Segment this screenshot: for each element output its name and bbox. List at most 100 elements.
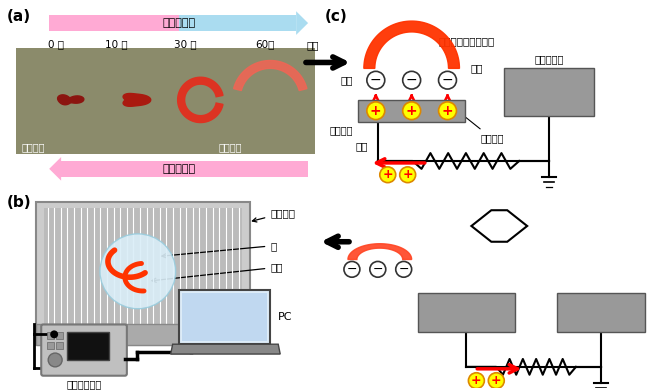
Bar [117,208,123,323]
Polygon shape [296,11,308,35]
Text: 櫛歯電極: 櫛歯電極 [461,113,504,143]
Circle shape [367,71,385,89]
Bar [130,208,137,323]
Text: −: − [346,263,357,276]
Bar [48,332,54,339]
Bar [216,208,222,323]
Bar [137,208,143,323]
Bar [163,208,170,323]
Circle shape [403,102,420,120]
Text: 櫛歯電極: 櫛歯電極 [252,208,295,222]
Circle shape [48,353,62,367]
Text: −: − [370,73,381,87]
Polygon shape [57,95,84,105]
Circle shape [50,330,58,338]
Text: −: − [372,263,383,276]
Circle shape [469,373,484,388]
Text: +: + [403,168,413,181]
Bar [229,208,236,323]
Bar [84,208,90,323]
Bar [56,342,63,349]
Text: +: + [442,104,453,118]
Bar [90,208,97,323]
Bar [123,208,130,323]
Polygon shape [471,210,527,242]
Text: +: + [370,104,381,118]
Bar [236,208,242,323]
Text: 乾眠状態: 乾眠状態 [21,142,45,152]
Text: 覚醒状態: 覚醒状態 [218,142,242,152]
Text: 対向電極: 対向電極 [329,125,353,136]
Bar [77,208,84,323]
Bar [16,48,315,154]
Bar [64,208,71,323]
Text: (a): (a) [7,9,30,24]
Text: +: + [491,374,502,387]
Bar [196,208,203,323]
Text: (c): (c) [325,9,348,24]
Polygon shape [61,161,308,177]
Polygon shape [364,21,459,68]
Bar [222,208,229,323]
Polygon shape [348,244,412,260]
Text: 電荷: 電荷 [341,75,353,85]
Circle shape [438,102,457,120]
Text: +: + [382,168,393,181]
Text: +: + [471,374,482,387]
Text: 電流: 電流 [355,141,368,151]
Bar [57,208,64,323]
Circle shape [367,102,385,120]
Bar [56,332,63,339]
Bar [71,208,77,323]
Circle shape [344,261,360,277]
Polygon shape [50,15,179,31]
Bar [104,208,110,323]
Bar [176,208,183,323]
Polygon shape [123,93,150,106]
Text: −: − [399,263,409,276]
Circle shape [403,71,420,89]
Bar [97,208,104,323]
Bar [179,290,270,344]
Bar [504,68,594,116]
Text: ネムリユスリカ幼虫: ネムリユスリカ幼虫 [438,36,494,46]
Polygon shape [234,60,307,91]
Text: 電場: 電場 [471,64,483,73]
Circle shape [379,167,396,183]
Text: 水和・覚醒: 水和・覚醒 [162,18,195,28]
Bar [36,323,250,345]
Text: +: + [406,104,418,118]
Text: 10 分: 10 分 [104,39,127,49]
Bar [44,208,242,323]
Bar [36,202,250,345]
Text: 動き: 動き [306,41,319,51]
Text: PC: PC [279,312,293,321]
Bar [182,293,267,341]
Bar [48,342,54,349]
Polygon shape [171,344,280,354]
Bar [170,208,176,323]
Bar [110,208,117,323]
Polygon shape [179,15,296,31]
Bar [557,293,645,332]
Text: 30 分: 30 分 [174,39,197,49]
Text: 60分: 60分 [255,39,275,49]
Text: 0 分: 0 分 [48,39,64,49]
Bar [189,208,196,323]
Circle shape [396,261,412,277]
Text: −: − [406,73,418,87]
Bar [150,208,156,323]
Circle shape [400,167,416,183]
Bar [67,332,109,360]
Text: (b): (b) [7,196,31,211]
Text: データ記録計: データ記録計 [67,379,102,389]
Circle shape [438,71,457,89]
Polygon shape [178,77,223,123]
Text: 乾燥・休眠: 乾燥・休眠 [162,164,195,174]
Bar [418,293,515,332]
Bar [203,208,209,323]
Text: 幼虫: 幼虫 [152,262,282,282]
Bar [183,208,189,323]
Bar [51,208,57,323]
Circle shape [370,261,385,277]
